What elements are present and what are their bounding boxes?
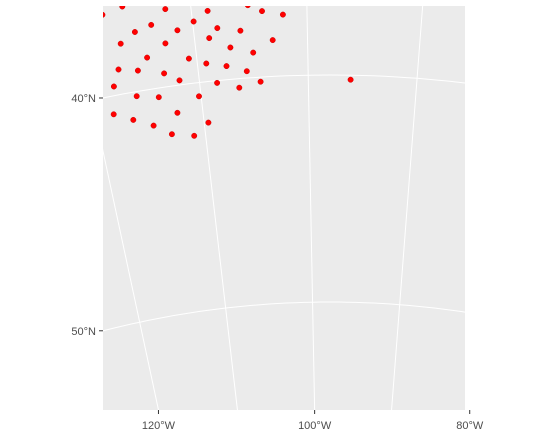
data-point xyxy=(66,0,71,1)
data-point xyxy=(174,27,181,34)
data-point xyxy=(110,83,117,90)
data-point xyxy=(155,94,162,101)
panel-background xyxy=(103,6,465,410)
data-point xyxy=(54,57,59,62)
data-point xyxy=(82,23,87,28)
data-point xyxy=(86,3,91,8)
data-point xyxy=(34,27,39,32)
data-point xyxy=(269,37,276,44)
data-point xyxy=(250,49,257,56)
lon-tick-label: 80°W xyxy=(456,420,484,432)
data-point xyxy=(148,21,155,28)
data-point xyxy=(162,40,169,47)
data-point xyxy=(168,131,175,138)
data-point xyxy=(133,93,140,100)
data-point xyxy=(185,55,192,62)
data-point xyxy=(78,40,83,45)
data-point xyxy=(206,35,213,42)
data-point xyxy=(62,13,67,18)
data-point xyxy=(131,29,138,35)
data-point xyxy=(150,122,157,129)
data-point xyxy=(237,27,244,34)
data-point xyxy=(74,57,79,62)
data-point xyxy=(110,111,117,118)
data-point xyxy=(279,11,286,18)
data-points xyxy=(18,0,354,139)
data-point xyxy=(176,77,183,84)
data-point xyxy=(96,29,101,34)
data-point xyxy=(18,0,23,5)
data-point xyxy=(50,32,55,37)
data-point xyxy=(257,78,264,85)
data-point xyxy=(130,116,137,123)
data-point xyxy=(66,73,71,78)
data-point xyxy=(161,70,168,77)
data-point xyxy=(92,78,97,83)
data-point xyxy=(144,54,151,61)
graticule-longitude-line xyxy=(103,148,160,410)
data-point xyxy=(204,7,211,14)
graticule-longitude-line xyxy=(190,6,238,410)
graticule-latitude-line xyxy=(103,301,465,332)
data-point xyxy=(43,41,48,46)
data-point xyxy=(138,0,143,4)
data-point xyxy=(119,6,126,10)
data-point xyxy=(205,119,212,126)
data-point xyxy=(190,18,197,25)
data-point xyxy=(203,60,210,67)
data-point xyxy=(227,44,234,51)
data-point xyxy=(115,66,122,73)
data-point xyxy=(214,79,221,86)
data-point xyxy=(347,76,354,83)
data-point xyxy=(223,63,230,70)
data-point xyxy=(243,68,250,75)
data-point xyxy=(52,3,57,8)
data-point xyxy=(46,66,51,71)
data-point xyxy=(174,109,181,116)
data-point xyxy=(134,67,141,74)
data-point xyxy=(214,25,221,32)
lon-tick-label: 120°W xyxy=(142,420,176,432)
data-point xyxy=(117,40,124,47)
data-point xyxy=(196,93,202,100)
data-point xyxy=(244,6,251,9)
data-point xyxy=(103,11,106,18)
graticule-longitude-line xyxy=(391,6,424,410)
data-point xyxy=(191,132,198,139)
data-point xyxy=(236,84,243,91)
lon-tick-label: 100°W xyxy=(298,420,332,432)
lat-tick-label: 50°N xyxy=(71,326,96,338)
lat-tick-label: 40°N xyxy=(71,93,96,105)
data-point xyxy=(162,6,169,13)
data-point xyxy=(259,8,265,15)
graticule-longitude-line xyxy=(306,6,316,410)
data-point xyxy=(95,59,100,64)
graticule-latitude-line xyxy=(103,74,465,99)
